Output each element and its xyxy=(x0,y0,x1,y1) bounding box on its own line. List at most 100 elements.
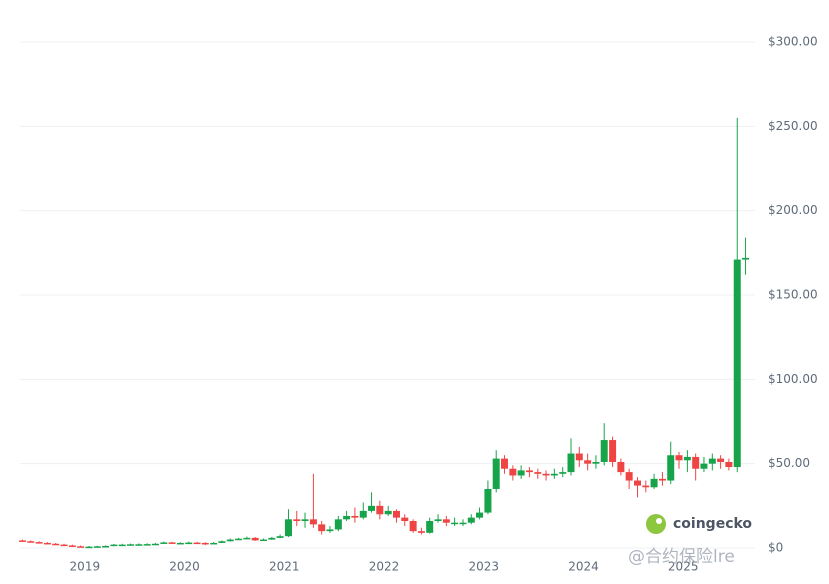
candle-body xyxy=(151,543,159,546)
candle-body xyxy=(260,539,268,542)
candle-body xyxy=(700,463,708,469)
candle-body xyxy=(284,519,292,537)
candle-body xyxy=(201,542,209,545)
candle-body xyxy=(617,461,625,473)
candle-body xyxy=(476,512,484,518)
candle-body xyxy=(592,461,600,464)
candle-body xyxy=(484,488,492,513)
candle-body xyxy=(301,519,309,522)
candle-body xyxy=(559,472,567,474)
candle-body xyxy=(193,542,201,545)
candle-body xyxy=(384,510,392,515)
candle-body xyxy=(27,541,35,543)
candle-body xyxy=(708,458,716,464)
y-tick-label: $200.00 xyxy=(768,203,818,217)
candle-body xyxy=(368,505,376,511)
candle-body xyxy=(434,519,442,522)
candle-body xyxy=(326,529,334,532)
y-tick-label: $100.00 xyxy=(768,372,818,386)
candle-body xyxy=(160,542,168,544)
y-tick-label: $250.00 xyxy=(768,119,818,133)
candle-body xyxy=(43,542,51,545)
candle-body xyxy=(575,453,583,461)
candle-body xyxy=(650,478,658,488)
candle-body xyxy=(77,546,85,548)
candle-body xyxy=(492,458,500,489)
candle-body xyxy=(451,522,459,525)
candle-body xyxy=(675,455,683,461)
candle-body xyxy=(658,478,666,481)
candle-body xyxy=(359,510,367,518)
candle-body xyxy=(309,519,317,525)
candle-body xyxy=(500,458,508,469)
candle-body xyxy=(567,453,575,473)
candle-body xyxy=(733,259,741,468)
candle-body xyxy=(85,546,93,549)
candle-body xyxy=(634,480,642,486)
candle-body xyxy=(467,517,475,523)
y-tick-label: $150.00 xyxy=(768,288,818,302)
x-tick-label: 2025 xyxy=(668,560,699,574)
candle-body xyxy=(102,545,110,548)
candle-body xyxy=(667,455,675,481)
candle-body xyxy=(52,543,60,546)
watermark: coingecko xyxy=(673,516,752,532)
x-tick-label: 2020 xyxy=(169,560,200,574)
candle-body xyxy=(18,540,26,542)
candle-body xyxy=(293,519,301,522)
candle-body xyxy=(126,544,134,546)
candle-body xyxy=(276,536,284,538)
candle-body xyxy=(534,472,542,474)
candle-body xyxy=(376,505,384,515)
plot-area: $0 $50.00 $100.00 $150.00 $200.00 $250.00 $300… xyxy=(18,35,818,574)
x-tick-label: 2023 xyxy=(468,560,499,574)
candle-body xyxy=(351,515,359,518)
candle-body xyxy=(60,544,68,547)
candle-body xyxy=(93,546,101,548)
candle-body xyxy=(118,544,126,547)
candle-body xyxy=(110,544,118,547)
candle-body xyxy=(625,472,633,481)
candle-body xyxy=(725,461,733,468)
candle-body xyxy=(509,468,517,476)
candle-body xyxy=(35,542,43,544)
y-tick-label: $50.00 xyxy=(768,456,810,470)
candle-body xyxy=(334,519,342,530)
candle-body xyxy=(135,544,143,546)
x-tick-label: 2024 xyxy=(568,560,599,574)
candle-body xyxy=(683,456,691,461)
candle-body xyxy=(742,257,750,260)
candle-body xyxy=(168,542,176,544)
x-tick-label: 2022 xyxy=(369,560,400,574)
candle-body xyxy=(243,537,251,540)
candle-body xyxy=(226,539,234,542)
candle-body xyxy=(176,542,184,545)
y-tick-label: $300.00 xyxy=(768,35,818,49)
candle-body xyxy=(218,541,226,543)
candle-body xyxy=(210,542,218,545)
candle-body xyxy=(459,522,467,525)
y-tick-label: $0 xyxy=(768,541,783,555)
candle-body xyxy=(525,470,533,473)
candle-body xyxy=(717,458,725,462)
candle-body xyxy=(517,470,525,476)
x-tick-label: 2021 xyxy=(269,560,300,574)
x-tick-label: 2019 xyxy=(70,560,101,574)
candle-body xyxy=(235,538,243,541)
candle-body xyxy=(251,537,259,541)
candle-body xyxy=(143,544,151,546)
candle-body xyxy=(68,545,76,547)
candle-body xyxy=(318,524,326,532)
logo-eye xyxy=(656,518,662,524)
candle-body xyxy=(417,531,425,533)
candle-body xyxy=(343,515,351,520)
overlay-text: @合约保险lre xyxy=(628,547,735,567)
candle-body xyxy=(409,521,417,532)
candle-body xyxy=(185,542,193,545)
candle-body xyxy=(401,517,409,522)
candle-body xyxy=(642,485,650,488)
candle-body xyxy=(692,456,700,469)
candle-body xyxy=(550,473,558,476)
candle-body xyxy=(609,440,617,462)
